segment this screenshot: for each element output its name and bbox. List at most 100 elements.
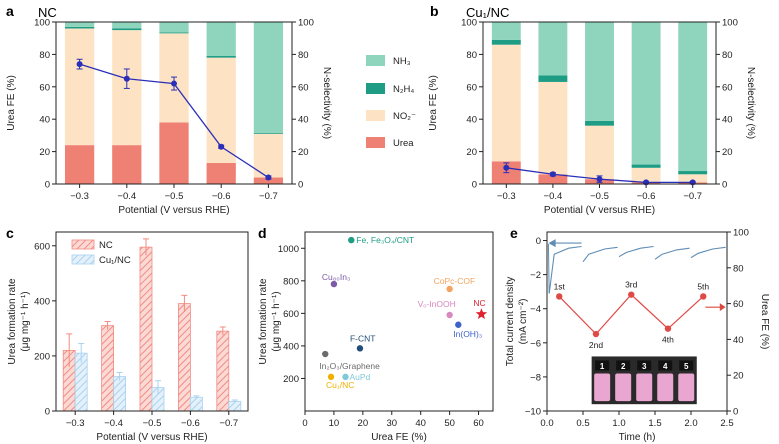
ytick-label-d-4: 1000: [278, 244, 299, 255]
frame-c: [55, 231, 249, 412]
panel-d-label: d: [258, 225, 267, 241]
arrow-fe-head: [719, 303, 726, 312]
fe-label-2: 3rd: [625, 280, 638, 290]
ytick-label-a-4: 80: [39, 50, 50, 61]
bar-a-2-2: [159, 32, 189, 34]
xtick-label-d-1: 10: [329, 418, 340, 429]
ytick-label-d-0: 200: [283, 374, 299, 385]
xlabel-a: Potential (V versus RHE): [118, 205, 229, 216]
panel-b-chart: −0.3 −0.4 −0.5 −0.6 −0.7 0 0 20 20 40 40 60 60 80 80 10…: [428, 18, 756, 217]
xlabel-d: Urea FE (%): [371, 432, 427, 443]
vial-cap-4: [679, 360, 694, 371]
bar-b-3-1: [538, 22, 568, 76]
bar-a-2-1: [112, 28, 142, 31]
xtick-label-b-4: −0.7: [683, 191, 702, 202]
legend-label-n2h4: N₂H₄: [393, 84, 414, 95]
ytick-label-e-3: −6: [530, 338, 541, 349]
panel-a-label: a: [6, 3, 14, 19]
panel-b-label: b: [430, 3, 439, 19]
panel-c-label: c: [6, 225, 14, 241]
vial-liquid-3: [657, 373, 674, 402]
point-d-1: [330, 280, 338, 288]
ytick-label-e-1: −2: [530, 270, 541, 281]
y2tick-label-b-2: 40: [722, 115, 733, 126]
ylabel-d: Urea formation rate: [258, 278, 269, 365]
point-label-d-7: AuPd: [349, 372, 370, 382]
ytick-label-a-3: 60: [39, 82, 50, 93]
ylabel-a: Urea FE (%): [6, 75, 17, 131]
xtick-label-a-2: −0.5: [165, 191, 184, 202]
bar-b-2-0: [491, 39, 521, 45]
point-d-0: [348, 236, 355, 244]
y2tick-label-a-4: 80: [298, 50, 309, 61]
point-d-7: [342, 373, 349, 381]
arrow-current-head: [548, 239, 556, 248]
ytick-label-b-1: 20: [466, 147, 477, 158]
current-spike: [547, 243, 550, 294]
ytick-label-e-4: −8: [530, 372, 541, 383]
vial-cap-1: [616, 360, 631, 371]
y2tick-label-e-5: 100: [733, 228, 749, 239]
bar-b-1-2: [585, 125, 614, 180]
bar-a-0-2: [159, 122, 189, 184]
current-seg-1: [582, 246, 618, 263]
xtick-label-b-3: −0.6: [637, 191, 656, 202]
point-label-d-2: CoPc-COF: [434, 276, 476, 286]
ytick-label-c-3: 600: [34, 241, 50, 252]
fe-label-0: 1st: [554, 281, 566, 291]
bar-a-0-4: [253, 177, 284, 184]
frame-b: [482, 21, 717, 185]
ytick-label-b-3: 60: [466, 82, 477, 93]
bar-c-1-4: [228, 400, 242, 412]
y2tick-label-a-2: 40: [298, 115, 309, 126]
panel-b-title: Cu₁/NC: [466, 5, 509, 20]
xtick-label-c-2: −0.5: [143, 418, 162, 429]
ytick-label-a-5: 100: [34, 18, 50, 29]
y2tick-label-b-4: 80: [722, 50, 733, 61]
vial-number-4: 5: [684, 362, 689, 371]
legend-label-urea: Urea: [393, 138, 414, 149]
bar-b-2-1: [538, 75, 568, 82]
bar-a-0-1: [112, 145, 142, 184]
point-label-d-9: NC: [473, 298, 485, 308]
xtick-label-c-4: −0.7: [219, 418, 238, 429]
legend-swatch-urea: [366, 137, 385, 148]
xtick-label-c-1: −0.4: [104, 418, 123, 429]
ytick-label-b-0: 0: [472, 180, 477, 191]
bar-a-3-2: [159, 22, 189, 33]
ylabel-c: Urea formation rate: [7, 278, 18, 365]
sel-point-a-4: [265, 174, 272, 181]
legend-label-c-0: NC: [99, 240, 113, 251]
ylabel-e: Total current density: [505, 277, 516, 367]
point-label-d-0: Fe, Fe₃O₄/CNT: [356, 235, 414, 245]
xtick-label-a-4: −0.7: [259, 191, 278, 202]
ytick-label-e-0: 0: [536, 236, 541, 247]
point-d-2: [446, 285, 453, 293]
y2tick-label-b-3: 60: [722, 82, 733, 93]
vial-liquid-0: [594, 373, 611, 402]
bar-a-2-3: [206, 56, 236, 58]
vial-number-0: 1: [600, 362, 605, 371]
ytick-label-a-0: 0: [45, 180, 50, 191]
sel-point-a-2: [171, 80, 177, 87]
xtick-label-b-1: −0.4: [544, 191, 563, 202]
bar-b-3-3: [631, 22, 661, 165]
xtick-label-e-2: 1.0: [612, 418, 625, 429]
y2tick-label-a-3: 60: [298, 82, 309, 93]
y2tick-label-e-2: 40: [733, 335, 744, 346]
bar-b-2-2: [585, 120, 614, 126]
current-seg-2: [618, 245, 654, 258]
point-label-d-6: In₂O₃/Graphene: [319, 361, 380, 371]
ytick-label-c-0: 0: [45, 407, 50, 418]
ytick-label-c-2: 400: [34, 296, 50, 307]
legend-swatch-n2h4: [366, 83, 385, 94]
xtick-label-b-2: −0.5: [590, 191, 609, 202]
y2tick-label-a-5: 100: [298, 18, 314, 29]
vial-liquid-4: [678, 373, 695, 402]
ytick-label-b-2: 40: [466, 115, 477, 126]
y2label-e: Urea FE (%): [759, 294, 770, 350]
y2tick-label-e-4: 80: [733, 263, 744, 274]
y2tick-label-e-0: 0: [733, 407, 738, 418]
ytick-label-e-5: −10: [525, 407, 541, 418]
vial-number-3: 4: [663, 362, 668, 371]
